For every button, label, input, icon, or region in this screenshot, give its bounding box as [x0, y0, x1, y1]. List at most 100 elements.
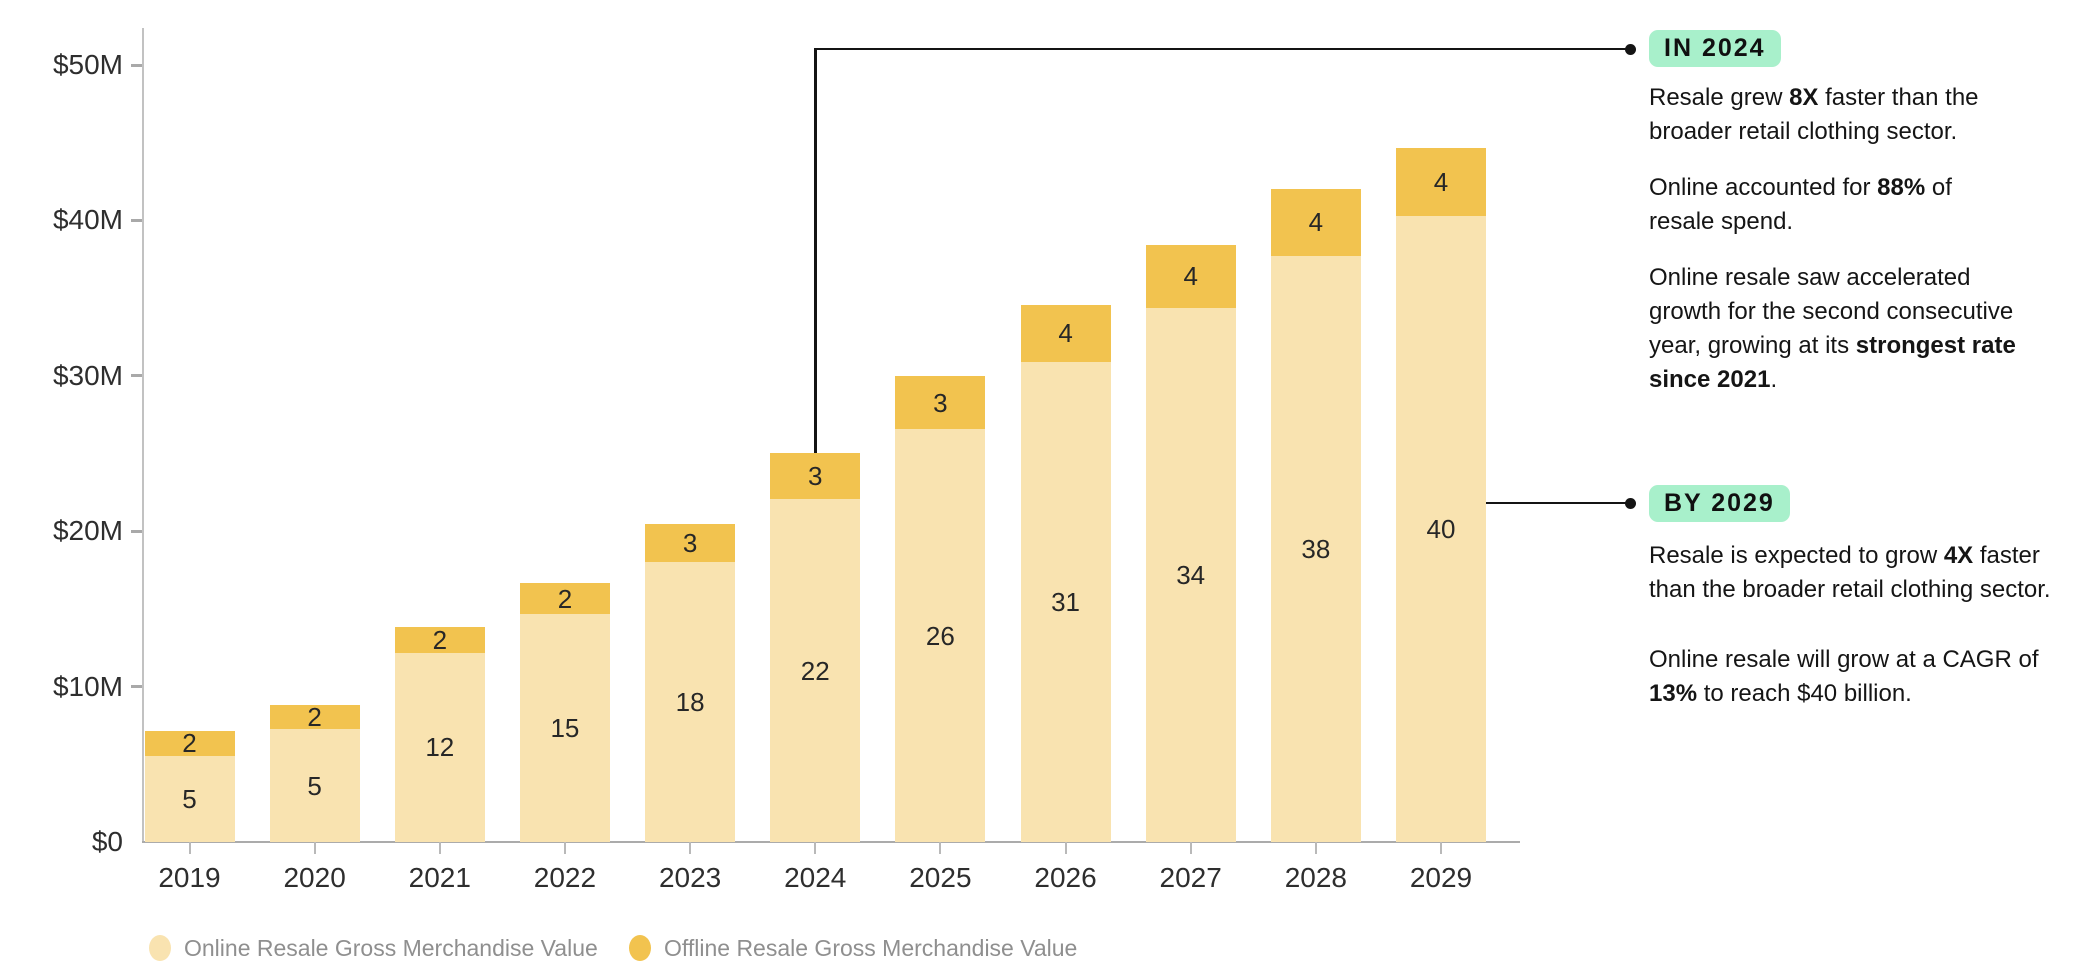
x-axis-label-2022: 2022 [533, 862, 597, 893]
annotation-line: since 2021. [1649, 366, 1778, 393]
bar-2028-offline-segment [1270, 188, 1361, 256]
x-axis-label-2028: 2028 [1284, 862, 1347, 893]
bar-2021-online-segment [394, 652, 485, 842]
annotation-text: Resale grew 8X faster than the broader re… [1649, 81, 2089, 397]
bar-2020-online-segment [269, 729, 360, 842]
annotation-line: broader retail clothing sector. [1649, 118, 1958, 145]
bar-2021-offline-value: 2 [432, 624, 448, 655]
bar-2029-online-segment [1396, 216, 1486, 842]
y-axis-tick [131, 218, 142, 222]
annotation-line: resale spend. [1649, 208, 1794, 235]
bar-2024-offline-segment [770, 453, 861, 500]
y-axis-label: $30M [52, 359, 123, 391]
legend-label: Online Resale Gross Merchandise Value [184, 934, 598, 961]
x-axis-label-2029: 2029 [1409, 862, 1473, 893]
offline-legend-swatch-icon [629, 935, 651, 961]
annotation-line: 13% to reach $40 billion. [1649, 680, 1912, 707]
x-axis-tick [1440, 842, 1442, 854]
y-axis-label: $20M [52, 515, 123, 547]
bar-2023-offline-value: 3 [682, 527, 698, 558]
bar-2028-offline-value: 4 [1308, 207, 1324, 238]
bar-2029-online-value: 40 [1426, 514, 1456, 544]
annotation-line: year, growing at its strongest rate [1649, 332, 2016, 359]
x-axis-tick [689, 842, 692, 854]
bar-2027-offline-value: 4 [1183, 261, 1198, 292]
bar-2024-online-value: 22 [800, 655, 830, 686]
bar-2029-offline-segment [1396, 148, 1486, 216]
bar-2021-online-value: 12 [425, 732, 455, 763]
x-axis-tick [438, 842, 441, 854]
x-axis-label-2020: 2020 [283, 862, 346, 893]
y-axis-label: $10M [52, 670, 123, 702]
bar-2022-offline-segment [519, 583, 610, 615]
x-axis-tick [1314, 842, 1317, 854]
connector-2029-horizontal-line [1486, 501, 1630, 505]
annotation-2024: IN 2024 Resale grew 8X faster than the bro… [1649, 30, 2089, 419]
connector-2024-horizontal-line [814, 47, 1629, 51]
bar-2023-offline-segment [645, 523, 736, 562]
y-axis-tick [131, 63, 142, 67]
y-axis-label: $0 [91, 826, 123, 857]
bar-2029-offline-value: 4 [1433, 167, 1449, 198]
bar-2026-offline-value: 4 [1058, 318, 1073, 349]
x-axis-tick [563, 842, 566, 854]
bar-2020-offline-value: 2 [307, 702, 322, 733]
y-axis-label: $40M [52, 204, 123, 236]
x-axis-tick [939, 842, 942, 854]
badge-2029: BY 2029 [1649, 485, 1790, 522]
y-axis-tick [131, 529, 142, 533]
bar-2023-online-value: 18 [675, 686, 705, 717]
bar-2027-online-value: 34 [1176, 559, 1206, 590]
bar-2028-online-value: 38 [1301, 534, 1331, 564]
badge-2024: IN 2024 [1649, 30, 1781, 67]
annotation-line: Resale is expected to grow 4X faster [1649, 542, 2040, 569]
x-axis-label-2027: 2027 [1159, 862, 1222, 893]
annotation-2029: BY 2029 Resale is expected to grow 4X fas… [1649, 485, 2089, 747]
x-axis-label-2019: 2019 [158, 862, 221, 893]
y-axis-line [142, 28, 144, 842]
annotation-line: Online accounted for 88% of [1649, 174, 1952, 201]
x-axis-label-2021: 2021 [408, 862, 471, 893]
annotation-line: growth for the second consecutive [1649, 298, 2014, 325]
y-axis-label: $50M [52, 49, 123, 80]
annotation-paragraph: Resale is expected to grow 4X faster than… [1649, 539, 2089, 607]
bar-2021-offline-segment [394, 626, 485, 653]
legend-item-offline: Offline Resale Gross Merchandise Value [629, 934, 1077, 962]
x-axis-tick [313, 842, 316, 854]
online-legend-swatch-icon [149, 935, 171, 961]
bar-2022-offline-value: 2 [557, 583, 573, 614]
bar-2026-offline-segment [1020, 305, 1111, 362]
x-axis-label-2025: 2025 [909, 862, 972, 893]
bar-2028-online-segment [1270, 256, 1361, 842]
x-axis-label-2026: 2026 [1034, 862, 1097, 893]
connector-2029-dot-icon [1624, 497, 1636, 509]
bar-2020-online-value: 5 [307, 770, 322, 801]
y-axis-tick [131, 685, 142, 689]
bar-2025-offline-segment [895, 375, 986, 430]
bar-2022-online-segment [519, 614, 610, 842]
bar-2024-offline-value: 3 [808, 461, 823, 492]
x-axis-tick [814, 842, 817, 854]
x-axis-label-2024: 2024 [784, 862, 847, 893]
legend-item-online: Online Resale Gross Merchandise Value [149, 934, 598, 962]
bar-2025-offline-value: 3 [933, 387, 948, 418]
annotation-text: Resale is expected to grow 4X faster than… [1649, 539, 2089, 711]
bar-2025-online-value: 26 [925, 620, 955, 651]
bar-2024-online-segment [770, 499, 861, 842]
connector-2024-dot-icon [1624, 43, 1636, 55]
bar-2026-online-value: 31 [1051, 586, 1080, 617]
bar-2027-offline-segment [1145, 244, 1236, 308]
annotation-line: Online resale will grow at a CAGR of [1649, 646, 2039, 673]
annotation-paragraph: Online resale will grow at a CAGR of 13% … [1649, 643, 2089, 711]
bar-2019-offline-value: 2 [182, 728, 197, 759]
bar-2019-offline-segment [144, 730, 235, 756]
bar-2022-online-value: 15 [550, 713, 580, 744]
annotation-line: than the broader retail clothing sector. [1649, 576, 2051, 603]
bar-2023-online-segment [645, 561, 736, 842]
annotation-line: Online resale saw accelerated [1649, 264, 1971, 291]
bar-2027-online-segment [1145, 307, 1236, 842]
x-axis-label-2023: 2023 [658, 862, 722, 893]
legend-label: Offline Resale Gross Merchandise Value [664, 934, 1078, 961]
connector-2024-vertical-line [814, 49, 817, 453]
